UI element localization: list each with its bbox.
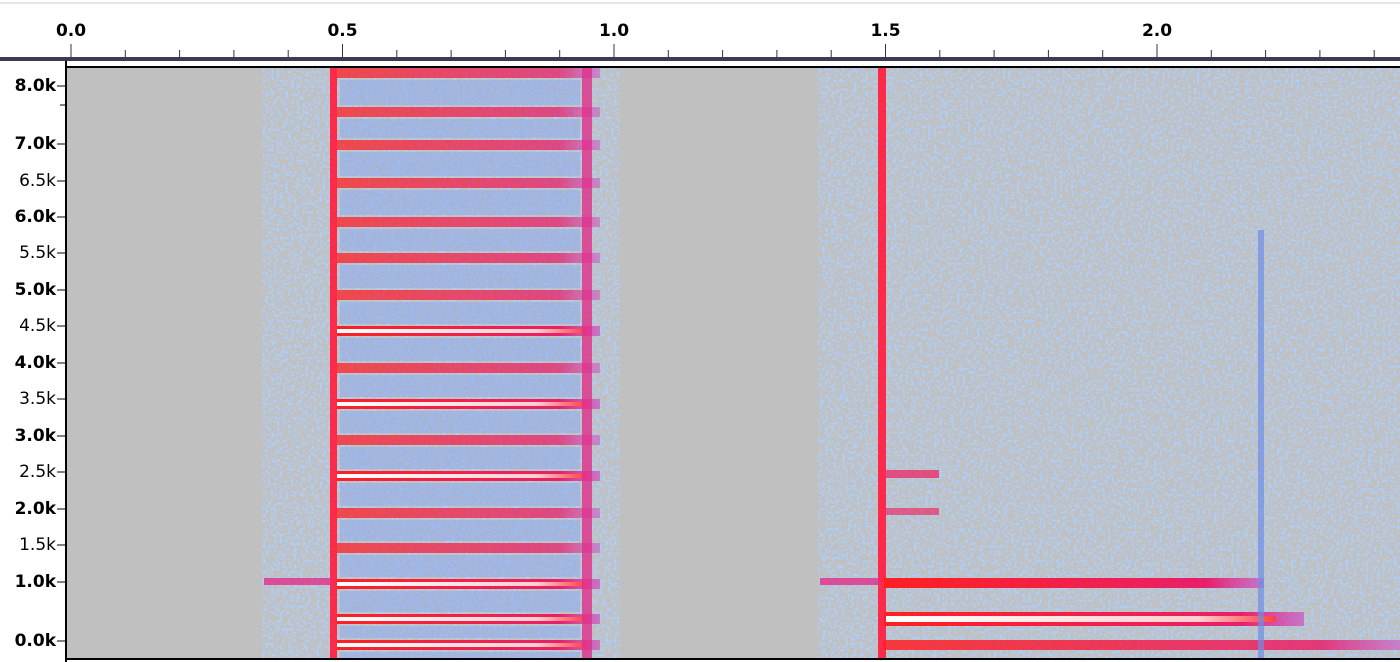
- frequency-label: 4.5k: [19, 316, 56, 336]
- frequency-label: 7.0k: [15, 134, 57, 154]
- ruler-ticks: 0.0 0.5 1.0 1.5 2.0: [56, 21, 1375, 57]
- frequency-label: 3.0k: [15, 426, 57, 446]
- harmonic-band: [332, 107, 600, 117]
- frequency-label: 4.0k: [15, 353, 57, 373]
- harmonic-gap: [340, 80, 580, 105]
- offset-line: [582, 68, 592, 658]
- time-label: 1.5: [870, 21, 900, 41]
- harmonic-core: [336, 474, 586, 478]
- noise-region: [818, 68, 1400, 658]
- frequency-label: 1.5k: [19, 535, 56, 555]
- harmonic-band: [332, 178, 600, 188]
- harmonic-gap: [340, 652, 580, 658]
- harmonic-band: [332, 435, 600, 445]
- frequency-labels: 8.0k 7.0k 6.5k 6.0k 5.5k 5.0k 4.5k 4.0k 3.5k 3.0k…: [15, 76, 66, 651]
- harmonic-band: [884, 508, 939, 515]
- harmonic-band: [332, 140, 600, 150]
- frequency-label: 6.5k: [19, 171, 56, 191]
- frequency-label: 5.0k: [15, 280, 57, 300]
- frequency-label: 5.5k: [19, 243, 56, 263]
- frequency-label: 1.0k: [15, 572, 57, 592]
- harmonic-gap: [340, 447, 580, 469]
- frequency-label: 2.5k: [19, 462, 56, 482]
- faint-line: [1258, 230, 1264, 658]
- vertical-ruler[interactable]: [0, 61, 66, 662]
- harmonic-core: [886, 616, 1276, 622]
- harmonic-core: [336, 329, 586, 333]
- time-label: 0.5: [327, 21, 357, 41]
- harmonic-band: [884, 578, 1264, 588]
- harmonic-band: [332, 543, 600, 553]
- harmonic-band: [332, 508, 600, 518]
- harmonic-band: [820, 578, 880, 585]
- harmonic-gap: [340, 265, 580, 288]
- harmonic-core: [336, 617, 586, 621]
- harmonic-gap: [340, 302, 580, 324]
- harmonic-core: [336, 402, 586, 406]
- frequency-label: 2.0k: [15, 499, 57, 519]
- harmonic-band: [332, 253, 600, 263]
- harmonic-gap: [340, 190, 580, 215]
- spectrogram-bands: [264, 68, 1400, 658]
- harmonic-band: [332, 217, 600, 227]
- ruler-bottom-edge: [0, 57, 1400, 61]
- harmonic-gap: [340, 411, 580, 433]
- harmonic-band: [264, 578, 332, 585]
- onset-line: [878, 68, 886, 658]
- harmonic-gap: [340, 555, 580, 577]
- harmonic-gap: [340, 119, 580, 138]
- frequency-label: 3.5k: [19, 389, 56, 409]
- frequency-label: 8.0k: [15, 76, 57, 96]
- timeline-ruler[interactable]: [0, 0, 1400, 58]
- harmonic-gap: [340, 591, 580, 612]
- harmonic-gap: [340, 483, 580, 506]
- harmonic-band: [332, 363, 600, 373]
- harmonic-band: [332, 68, 600, 78]
- harmonic-gap: [340, 520, 580, 541]
- harmonic-band: [884, 470, 939, 478]
- harmonic-gap: [340, 338, 580, 361]
- harmonic-gap: [340, 375, 580, 397]
- frequency-label: 0.0k: [15, 631, 57, 651]
- harmonic-band: [884, 640, 1400, 650]
- time-label: 1.0: [599, 21, 629, 41]
- harmonic-core: [336, 643, 586, 647]
- harmonic-gap: [340, 229, 580, 251]
- time-label: 0.0: [56, 21, 86, 41]
- frequency-label: 6.0k: [15, 207, 57, 227]
- harmonic-gap: [340, 626, 580, 638]
- harmonic-core: [336, 582, 586, 586]
- onset-line: [330, 68, 337, 658]
- harmonic-band: [332, 290, 600, 300]
- harmonic-gap: [340, 152, 580, 176]
- time-label: 2.0: [1142, 21, 1172, 41]
